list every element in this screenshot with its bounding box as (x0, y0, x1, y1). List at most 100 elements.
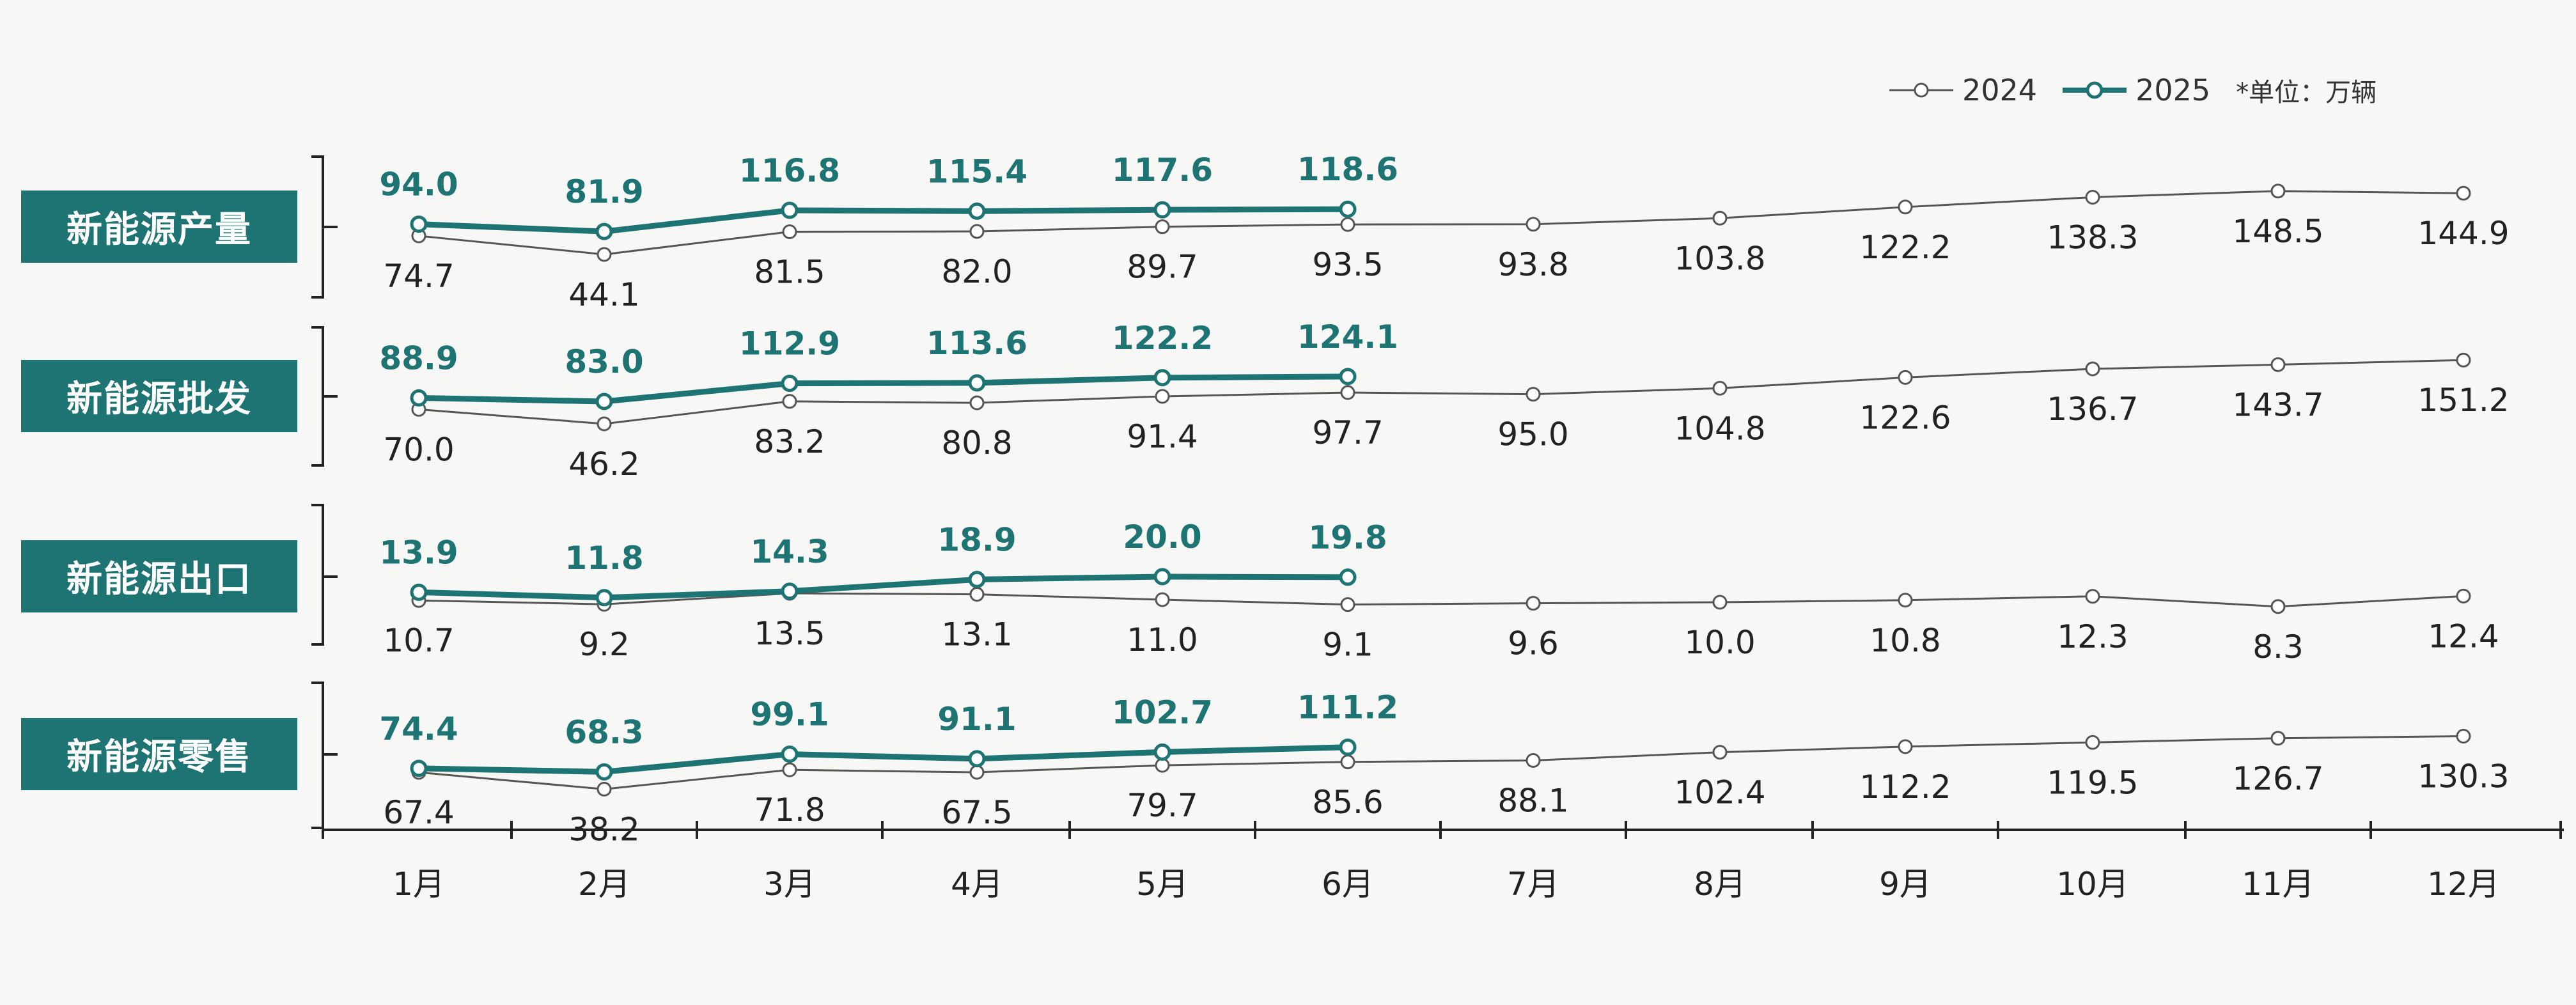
label-2025-panel-2-4: 113.6 (926, 325, 1027, 362)
label-2025-panel-1-6: 118.6 (1297, 151, 1398, 188)
label-2024-panel-4-4: 67.5 (941, 794, 1012, 831)
panel-label-1: 新能源产量 (21, 191, 297, 263)
label-2024-panel-3-8: 10.0 (1684, 624, 1755, 661)
point-2024-panel-1-2 (597, 247, 612, 262)
point-2024-panel-4-8 (1712, 745, 1728, 760)
point-2025-panel-1-3 (781, 201, 799, 219)
label-2024-panel-4-5: 79.7 (1127, 787, 1198, 824)
point-2024-panel-2-12 (2456, 352, 2471, 368)
point-2024-panel-4-9 (1898, 739, 1913, 754)
label-2024-panel-2-10: 136.7 (2047, 391, 2138, 428)
point-2024-panel-2-2 (597, 416, 612, 432)
point-2025-panel-3-5 (1153, 568, 1171, 586)
x-tick-label-7: 7月 (1507, 866, 1559, 903)
label-2024-panel-1-1: 74.7 (383, 258, 454, 295)
label-2024-panel-4-10: 119.5 (2047, 764, 2138, 801)
point-2025-panel-3-1 (410, 583, 428, 601)
label-2025-panel-4-5: 102.7 (1112, 694, 1213, 731)
point-2025-panel-4-5 (1153, 743, 1171, 761)
legend-label-2024: 2024 (1962, 73, 2038, 107)
series-2025-line-panel-1 (418, 206, 1348, 235)
label-2025-panel-2-1: 88.9 (379, 339, 458, 377)
legend: 2024 2025 *单位：万辆 (1889, 72, 2377, 109)
point-2024-panel-3-9 (1898, 593, 1913, 608)
point-2024-panel-1-4 (969, 224, 985, 239)
point-2024-panel-2-7 (1526, 387, 1541, 402)
label-2024-panel-4-2: 38.2 (568, 811, 639, 848)
label-2025-panel-3-5: 20.0 (1123, 518, 1201, 556)
label-2024-panel-3-7: 9.6 (1508, 625, 1559, 662)
legend-label-2025: 2025 (2135, 73, 2211, 107)
label-2024-panel-2-5: 91.4 (1127, 418, 1198, 455)
x-tick-label-4: 4月 (951, 866, 1003, 903)
label-2024-panel-3-5: 11.0 (1127, 621, 1198, 658)
label-2024-panel-3-1: 10.7 (383, 622, 454, 659)
label-2024-panel-1-10: 138.3 (2047, 219, 2138, 256)
label-2024-panel-3-2: 9.2 (579, 626, 630, 663)
legend-item-2025: 2025 (2063, 73, 2210, 107)
label-2024-panel-3-9: 10.8 (1870, 622, 1940, 659)
label-2024-panel-4-9: 112.2 (1859, 768, 1951, 806)
point-2024-panel-1-11 (2270, 183, 2286, 199)
label-2024-panel-4-3: 71.8 (754, 791, 825, 829)
label-2025-panel-1-5: 117.6 (1112, 152, 1213, 189)
label-2024-panel-2-12: 151.2 (2417, 382, 2509, 419)
label-2024-panel-3-11: 8.3 (2252, 628, 2304, 666)
point-2024-panel-4-11 (2270, 731, 2286, 746)
unit-note: *单位：万辆 (2236, 78, 2377, 107)
point-2024-panel-2-6 (1340, 385, 1355, 400)
label-2024-panel-1-12: 144.9 (2417, 215, 2509, 252)
point-2025-panel-4-3 (781, 745, 799, 763)
label-2024-panel-2-7: 95.0 (1497, 416, 1568, 453)
series-2025-line-panel-4 (418, 744, 1348, 775)
point-2024-panel-3-5 (1155, 592, 1170, 607)
point-2025-panel-4-2 (595, 763, 613, 781)
label-2024-panel-1-3: 81.5 (754, 253, 825, 290)
series-2024-line-panel-1 (418, 190, 2464, 256)
x-tick-label-11: 11月 (2242, 866, 2314, 903)
label-2025-panel-2-3: 112.9 (739, 325, 840, 362)
label-2025-panel-4-1: 74.4 (379, 710, 458, 747)
label-2025-panel-3-1: 13.9 (379, 534, 458, 571)
panel-label-3: 新能源出口 (21, 540, 297, 612)
label-2024-panel-2-6: 97.7 (1312, 414, 1383, 451)
x-tick-label-2: 2月 (578, 866, 630, 903)
point-2025-panel-2-6 (1339, 368, 1357, 386)
point-2025-panel-2-1 (410, 389, 428, 407)
x-tick-label-3: 3月 (763, 866, 816, 903)
series-2024-line-panel-2 (418, 359, 2464, 425)
point-2024-panel-2-5 (1155, 389, 1170, 404)
point-2024-panel-4-10 (2085, 735, 2100, 750)
point-2025-panel-1-2 (595, 222, 613, 240)
point-2024-panel-3-6 (1340, 597, 1355, 612)
label-2024-panel-1-8: 103.8 (1674, 240, 1765, 277)
label-2024-panel-1-5: 89.7 (1127, 249, 1198, 286)
point-2024-panel-3-10 (2085, 589, 2100, 604)
label-2024-panel-4-7: 88.1 (1497, 783, 1568, 820)
label-2024-panel-3-4: 13.1 (941, 616, 1012, 653)
panel-axis-4 (311, 682, 324, 829)
point-2024-panel-1-9 (1898, 199, 1913, 215)
point-2025-panel-2-2 (595, 393, 613, 410)
point-2024-panel-2-11 (2270, 357, 2286, 372)
x-tick-label-6: 6月 (1322, 866, 1374, 903)
legend-marker-2025 (2063, 81, 2127, 99)
panel-axis-3 (311, 504, 324, 646)
label-2025-panel-2-2: 83.0 (565, 343, 643, 380)
point-2025-panel-3-3 (781, 582, 799, 600)
panel-label-2: 新能源批发 (21, 360, 297, 432)
label-2024-panel-1-11: 148.5 (2232, 213, 2323, 250)
point-2024-panel-4-2 (597, 781, 612, 797)
series-2025-line-panel-3 (418, 573, 1348, 601)
label-2024-panel-3-12: 12.4 (2428, 618, 2499, 655)
point-2024-panel-4-5 (1155, 758, 1170, 773)
label-2024-panel-1-7: 93.8 (1497, 246, 1568, 283)
point-2025-panel-4-4 (968, 750, 986, 768)
point-2024-panel-2-9 (1898, 370, 1913, 385)
label-2024-panel-4-12: 130.3 (2417, 758, 2509, 795)
point-2024-panel-3-4 (969, 587, 985, 602)
label-2025-panel-3-2: 11.8 (565, 540, 643, 577)
label-2025-panel-1-1: 94.0 (379, 166, 458, 203)
label-2024-panel-3-10: 12.3 (2057, 618, 2128, 655)
